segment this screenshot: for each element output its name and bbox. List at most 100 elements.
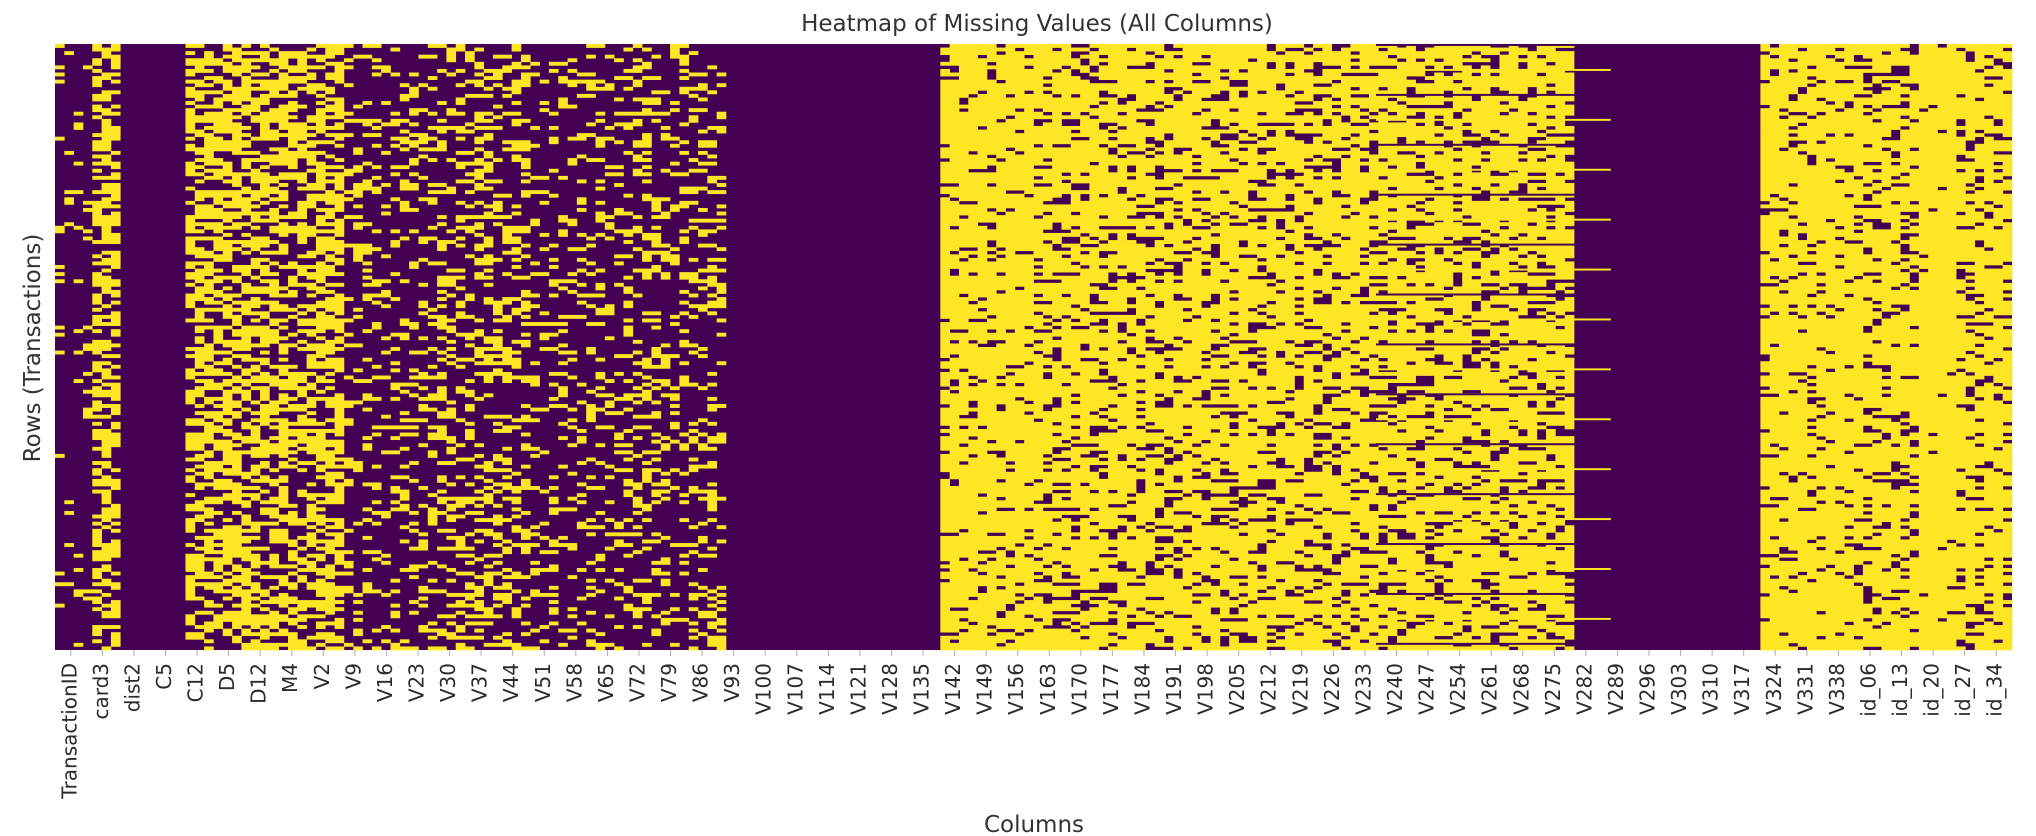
heatmap-cell-missing bbox=[278, 518, 289, 523]
heatmap-cell-missing bbox=[278, 453, 289, 458]
heatmap-cell-missing bbox=[334, 108, 345, 113]
heatmap-cell-missing bbox=[334, 339, 345, 344]
heatmap-cell-missing bbox=[698, 83, 708, 88]
heatmap-cell-missing bbox=[996, 646, 1006, 651]
heatmap-cell-missing bbox=[651, 232, 662, 237]
heatmap-cell-missing bbox=[642, 450, 652, 455]
heatmap-cell-missing bbox=[493, 585, 503, 590]
heatmap-cell-missing bbox=[185, 293, 196, 298]
heatmap-cell-missing bbox=[698, 489, 708, 494]
heatmap-cell-missing bbox=[185, 297, 196, 301]
heatmap-cell-missing bbox=[269, 468, 280, 473]
heatmap-cell-missing bbox=[996, 93, 1006, 98]
heatmap-cell-missing bbox=[660, 446, 671, 451]
heatmap-cell-missing bbox=[232, 183, 242, 187]
heatmap-cell-missing bbox=[297, 421, 307, 426]
heatmap-cell-missing bbox=[250, 450, 261, 455]
heatmap-cell-missing bbox=[241, 621, 252, 626]
heatmap-cell-missing bbox=[632, 510, 643, 515]
heatmap-cell-missing bbox=[520, 446, 531, 451]
heatmap-cell-missing bbox=[260, 646, 270, 651]
heatmap-cell-missing bbox=[73, 225, 84, 230]
heatmap-cell-missing bbox=[968, 535, 978, 540]
heatmap-cell-missing bbox=[455, 125, 466, 130]
heatmap-cell-missing bbox=[101, 582, 112, 587]
heatmap-cell-missing bbox=[996, 243, 1006, 248]
heatmap-cell-missing bbox=[968, 354, 978, 359]
heatmap-cell-missing bbox=[409, 207, 419, 212]
heatmap-cell-missing bbox=[474, 161, 485, 166]
heatmap-cell-missing bbox=[520, 172, 531, 177]
heatmap-cell-missing bbox=[185, 371, 196, 376]
heatmap-cell-missing bbox=[287, 76, 298, 80]
heatmap-cell-missing bbox=[483, 236, 494, 241]
heatmap-cell-missing bbox=[716, 304, 727, 309]
heatmap-cell-missing bbox=[940, 411, 950, 416]
heatmap-cell-missing bbox=[381, 625, 391, 629]
heatmap-cell-missing bbox=[92, 104, 102, 109]
heatmap-cell-missing bbox=[986, 564, 997, 569]
heatmap-cell-missing bbox=[567, 418, 578, 423]
heatmap-cell-missing bbox=[194, 486, 205, 490]
heatmap-cell-missing bbox=[604, 379, 615, 383]
heatmap-cell-missing bbox=[986, 175, 997, 180]
heatmap-cell-missing bbox=[269, 272, 280, 277]
heatmap-cell-missing bbox=[977, 471, 988, 476]
heatmap-cell-missing bbox=[418, 596, 429, 601]
heatmap-cell-missing bbox=[968, 311, 978, 316]
heatmap-cell-missing bbox=[232, 172, 242, 177]
heatmap-cell-missing bbox=[977, 265, 988, 269]
heatmap-cell-missing bbox=[446, 329, 457, 334]
heatmap-cell-missing bbox=[949, 453, 960, 458]
heatmap-cell-missing bbox=[362, 407, 373, 412]
heatmap-cell-missing bbox=[660, 571, 671, 576]
heatmap-cell-missing bbox=[325, 47, 335, 52]
heatmap-cell-missing bbox=[716, 300, 727, 305]
heatmap-cell-missing bbox=[110, 425, 121, 430]
heatmap-cell-missing bbox=[409, 265, 419, 269]
heatmap-cell-missing bbox=[958, 510, 969, 515]
heatmap-cell-missing bbox=[651, 411, 662, 416]
heatmap-cell-missing bbox=[213, 425, 224, 430]
heatmap-cell-missing bbox=[204, 318, 214, 323]
heatmap-cell-missing bbox=[670, 592, 680, 597]
heatmap-cell-missing bbox=[986, 90, 997, 95]
heatmap-cell-missing bbox=[996, 108, 1006, 113]
heatmap-cell-missing bbox=[586, 411, 596, 416]
heatmap-cell-missing bbox=[325, 300, 335, 305]
heatmap-cell-missing bbox=[278, 357, 289, 362]
heatmap-cell-missing bbox=[222, 628, 233, 633]
heatmap-cell-missing bbox=[194, 207, 205, 212]
heatmap-cell-missing bbox=[390, 229, 401, 234]
heatmap-cell-missing bbox=[269, 596, 280, 601]
heatmap-cell-missing bbox=[996, 65, 1006, 70]
heatmap-cell-missing bbox=[996, 68, 1006, 73]
heatmap-cell-missing bbox=[92, 222, 102, 227]
heatmap-cell-missing bbox=[334, 304, 345, 309]
heatmap-cell-missing bbox=[1005, 218, 1016, 223]
heatmap-cell-missing bbox=[101, 268, 112, 273]
heatmap-cell-missing bbox=[269, 197, 280, 202]
heatmap-cell-missing bbox=[427, 183, 438, 187]
heatmap-cell-missing bbox=[698, 610, 708, 615]
heatmap-cell-missing bbox=[632, 143, 643, 148]
heatmap-cell-missing bbox=[958, 232, 969, 237]
heatmap-cell-missing bbox=[968, 421, 978, 426]
heatmap-cell-missing bbox=[297, 225, 307, 230]
heatmap-cell-missing bbox=[651, 111, 662, 116]
heatmap-cell-missing bbox=[325, 371, 335, 376]
heatmap-cell-missing bbox=[269, 478, 280, 483]
heatmap-cell-missing bbox=[679, 493, 690, 498]
heatmap-cell-missing bbox=[986, 418, 997, 423]
heatmap-cell-missing bbox=[278, 265, 289, 269]
heatmap-cell-missing bbox=[437, 304, 447, 309]
heatmap-cell-missing bbox=[343, 375, 354, 380]
heatmap-cell-missing bbox=[632, 525, 643, 530]
heatmap-cell-missing bbox=[213, 625, 224, 629]
heatmap-cell-missing bbox=[996, 86, 1006, 91]
heatmap-cell-missing bbox=[222, 118, 233, 123]
heatmap-cell-missing bbox=[101, 507, 112, 512]
heatmap-cell-missing bbox=[614, 254, 624, 259]
heatmap-cell-missing bbox=[530, 72, 540, 77]
heatmap-cell-missing bbox=[968, 614, 978, 619]
